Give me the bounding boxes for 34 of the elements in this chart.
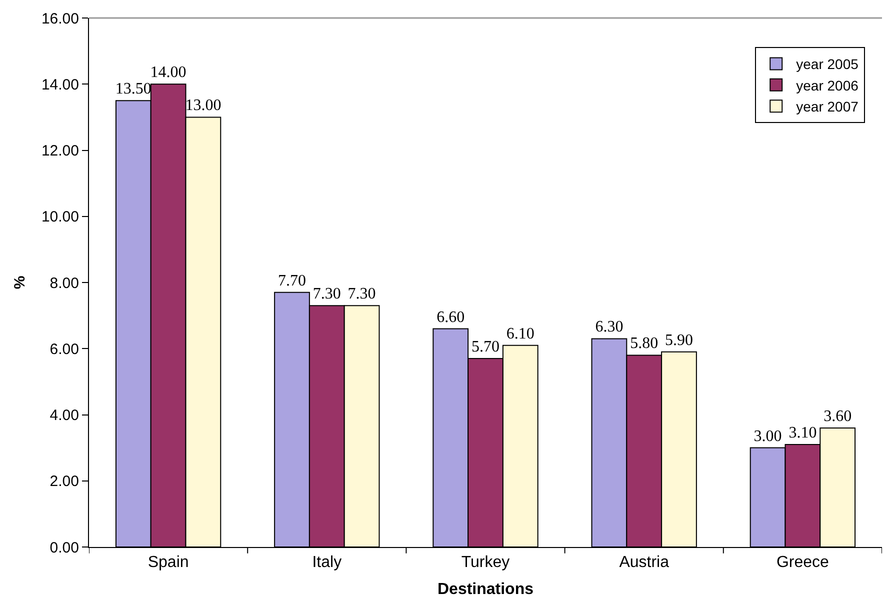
y-axis-title: %: [12, 276, 29, 290]
data-label: 3.10: [788, 424, 817, 442]
y-tick-label: 6.00: [50, 340, 79, 358]
data-label: 7.70: [278, 272, 306, 290]
x-axis-title: Destinations: [437, 580, 534, 598]
y-tick-label: 14.00: [41, 76, 79, 94]
x-tick-label: Turkey: [461, 554, 510, 572]
data-label: 3.60: [824, 408, 852, 425]
y-tick-label: 10.00: [41, 208, 79, 226]
y-tick-label: 12.00: [41, 142, 79, 160]
legend-label: year 2007: [796, 98, 859, 115]
data-label: 14.00: [150, 64, 186, 82]
y-tick-label: 4.00: [50, 407, 79, 424]
data-label: 13.00: [185, 97, 222, 114]
data-label: 6.10: [506, 325, 534, 342]
x-tick-label: Greece: [776, 554, 830, 572]
data-label: 6.60: [436, 308, 465, 326]
data-label: 6.30: [595, 318, 624, 336]
legend-label: year 2005: [796, 56, 859, 72]
y-tick-label: 16.00: [41, 10, 79, 28]
y-tick-label: 0.00: [50, 539, 79, 556]
data-label: 3.00: [754, 428, 782, 445]
y-tick-label: 8.00: [50, 274, 79, 292]
data-label: 5.90: [664, 332, 693, 349]
data-label: 5.70: [472, 338, 500, 356]
x-tick-label: Italy: [312, 554, 342, 572]
x-tick-label: Spain: [148, 554, 189, 572]
data-label: 7.30: [312, 286, 341, 303]
y-tick-label: 2.00: [50, 473, 79, 490]
data-label: 5.80: [630, 335, 658, 352]
legend-label: year 2006: [796, 77, 859, 94]
data-label: 7.30: [348, 286, 376, 303]
x-tick-label: Austria: [619, 554, 670, 572]
data-label: 13.50: [115, 80, 152, 98]
